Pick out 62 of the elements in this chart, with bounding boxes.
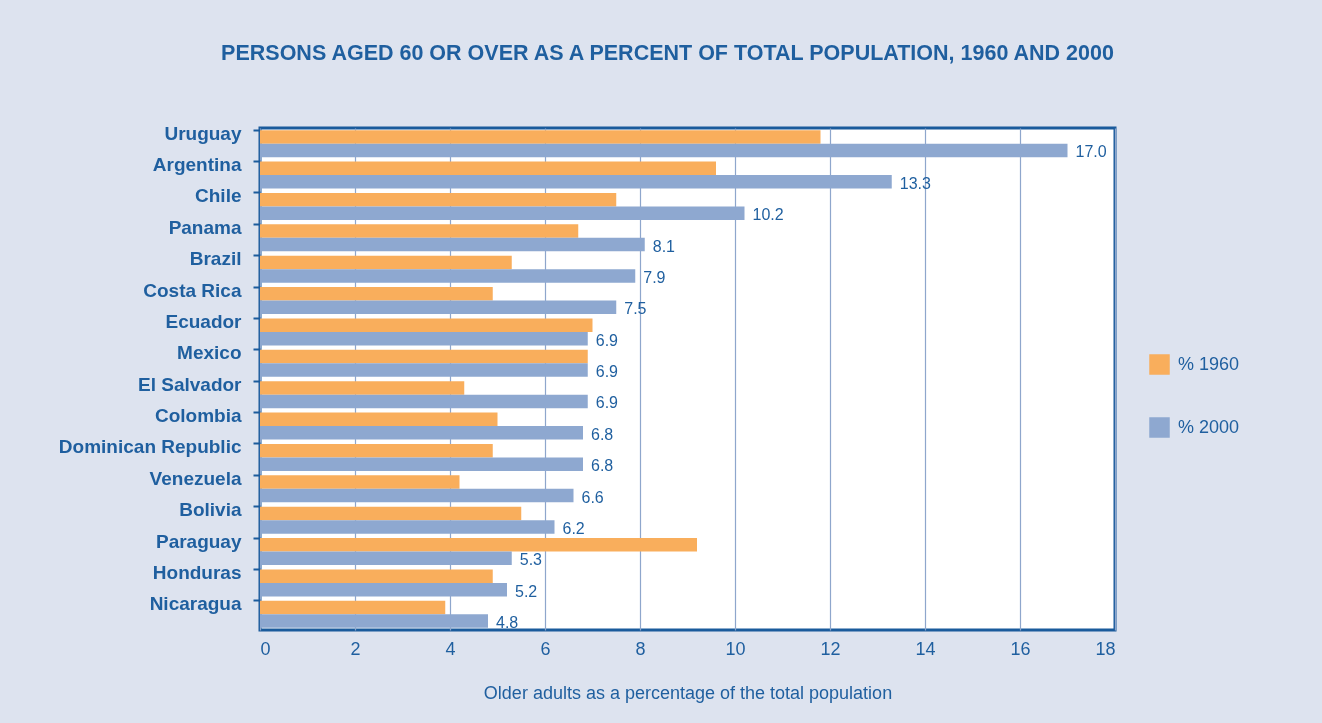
data-label: 5.3 [519,551,543,569]
data-label: 6.8 [591,457,614,475]
chart-title: PERSONS AGED 60 OR OVER AS A PERCENT OF TOTAL POPULATION, 1960 AND 2000 [221,40,1114,65]
y-tick-label: Honduras [152,561,242,583]
data-label: 6.9 [595,331,619,349]
y-tick-label: Mexico [177,342,242,364]
data-label: 5.2 [515,582,538,600]
legend-label: % 1960 [1178,353,1240,374]
y-tick-label: Argentina [152,154,242,176]
bar [260,255,512,270]
data-label: 6.2 [562,519,585,537]
bar [260,224,579,238]
x-tick-label: 10 [725,638,746,659]
data-label: 4.8 [496,614,519,632]
y-tick-label: Colombia [154,405,242,427]
y-tick-label: Chile [195,185,242,207]
bar [260,287,493,301]
y-tick-label: Panama [168,216,242,238]
y-tick-label: Dominican Republic [58,436,242,458]
bar [260,538,697,552]
bar [260,318,593,332]
data-label: 6.9 [595,394,619,412]
x-tick-label: 8 [635,638,646,659]
y-tick-label: Paraguay [155,530,242,552]
y-tick-label: Costa Rica [143,279,242,301]
y-tick-label: Nicaragua [149,593,242,615]
y-tick-label: Venezuela [149,467,242,489]
x-tick-label: 16 [1010,638,1031,659]
bar [260,381,465,395]
bar [260,443,493,458]
y-tick-label: Uruguay [164,122,242,144]
bar [260,192,617,207]
x-tick-label: 18 [1095,638,1116,659]
bar [260,600,446,615]
data-label: 8.1 [652,237,676,255]
data-label: 13.3 [899,174,931,192]
bar [260,506,522,521]
bar [260,475,460,489]
data-label: 7.9 [643,268,666,286]
x-tick-label: 2 [350,638,361,659]
bar [260,130,821,144]
x-axis-title: Older adults as a percentage of the total population [483,682,893,703]
data-label: 7.5 [624,300,647,318]
x-tick-label: 12 [820,638,841,659]
data-label: 17.0 [1075,143,1107,161]
bar [260,412,498,427]
y-tick-label: El Salvador [138,373,243,395]
legend-label: % 2000 [1178,416,1240,437]
x-tick-label: 0 [260,638,271,659]
y-tick-label: Brazil [189,248,242,270]
x-tick-label: 6 [540,638,551,659]
y-tick-label: Bolivia [179,499,242,521]
x-tick-label: 14 [915,638,936,659]
y-tick-label: Ecuador [165,310,243,332]
data-label: 6.9 [595,363,619,381]
bar [260,349,588,364]
bar [260,161,716,176]
data-label: 10.2 [752,206,784,224]
bar [260,569,493,583]
x-tick-label: 4 [445,638,456,659]
data-label: 6.8 [591,425,614,443]
data-label: 6.6 [581,488,604,506]
